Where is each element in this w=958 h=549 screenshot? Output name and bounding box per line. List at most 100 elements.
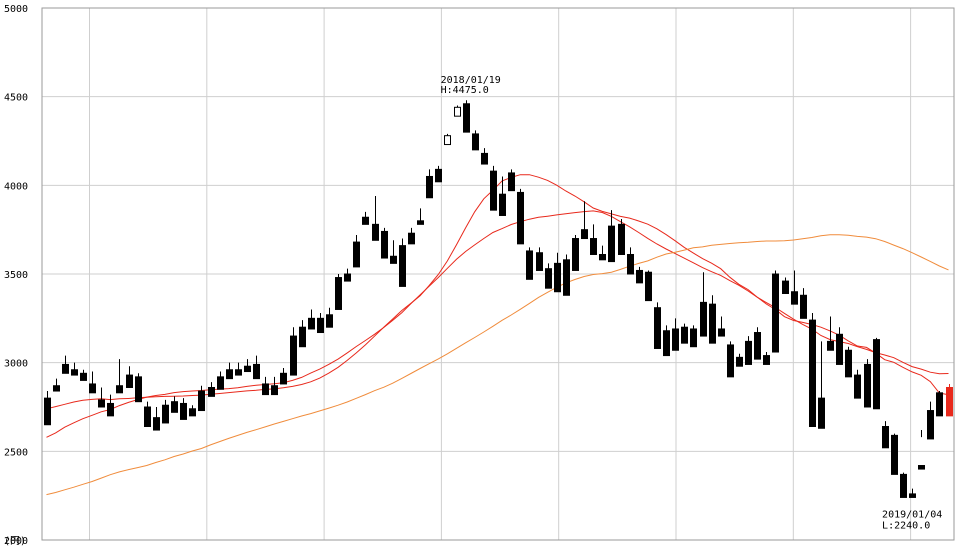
candle-body — [262, 383, 269, 396]
candle — [71, 362, 78, 376]
candle-body — [827, 340, 834, 351]
candle — [481, 148, 488, 165]
low-annotation-label: L:2240.0 — [882, 520, 930, 531]
candle-body — [936, 392, 943, 417]
candle — [563, 254, 570, 296]
candle-body — [681, 326, 688, 344]
candle — [827, 316, 834, 351]
candle — [782, 277, 789, 295]
candle-body — [80, 372, 87, 381]
candle-body — [636, 269, 643, 284]
candle-body — [918, 465, 925, 470]
candle — [918, 430, 925, 470]
candle-body — [426, 175, 433, 199]
candle — [308, 309, 315, 330]
candle — [818, 341, 825, 429]
candle-body — [226, 369, 233, 380]
high-annotation-date: 2018/01/19 — [441, 75, 501, 86]
candle-body — [280, 372, 287, 385]
candle — [490, 165, 497, 211]
candle — [645, 270, 652, 302]
candle — [399, 238, 406, 287]
candle — [426, 169, 433, 199]
candle — [435, 165, 442, 183]
candle-body — [554, 262, 561, 293]
candle-body — [217, 376, 224, 390]
candle-body — [253, 363, 260, 380]
candle — [508, 169, 515, 192]
y-tick-label: 3500 — [4, 270, 28, 281]
candle-body — [107, 402, 114, 417]
candle-body — [481, 152, 488, 165]
candle-body — [654, 307, 661, 349]
candle-body — [62, 363, 69, 374]
candle-body — [299, 326, 306, 348]
candle — [873, 337, 880, 410]
candle-body — [408, 232, 415, 245]
candle — [144, 401, 151, 428]
plot-frame — [41, 7, 955, 541]
candle — [909, 488, 916, 498]
candle-body — [189, 408, 196, 417]
candle — [335, 274, 342, 310]
candle-body — [545, 268, 552, 289]
candle-body — [873, 339, 880, 410]
candle — [472, 130, 479, 151]
candle-body — [909, 493, 916, 498]
candle-body — [809, 319, 816, 428]
candle-body — [836, 333, 843, 365]
candle-body — [89, 383, 96, 394]
candle — [381, 227, 388, 259]
candle-body — [162, 404, 169, 424]
candle — [271, 376, 278, 396]
candle-body — [180, 402, 187, 420]
candle-body — [791, 291, 798, 305]
candle-body — [736, 356, 743, 367]
candle — [754, 327, 761, 360]
candle-body — [782, 280, 789, 295]
candle — [235, 362, 242, 376]
candle — [736, 353, 743, 367]
candle — [162, 399, 169, 424]
candle — [226, 362, 233, 380]
candle — [745, 336, 752, 365]
candle — [408, 227, 415, 245]
candle-body — [718, 328, 725, 337]
candle-body — [800, 294, 807, 319]
candle-body — [508, 172, 515, 192]
y-tick-label: 3000 — [4, 359, 28, 370]
candle-body — [517, 191, 524, 245]
candle — [900, 472, 907, 498]
candle — [700, 272, 707, 337]
candle-body — [946, 386, 953, 417]
candle — [727, 341, 734, 378]
candles — [44, 100, 953, 498]
candle-body — [672, 328, 679, 351]
candle — [463, 100, 470, 133]
candle — [53, 378, 60, 392]
candle — [800, 288, 807, 319]
candle — [89, 371, 96, 394]
candle — [280, 367, 287, 385]
candle — [681, 323, 688, 344]
candle — [946, 383, 953, 417]
y-tick-label: 4500 — [4, 93, 28, 104]
candle — [153, 407, 160, 431]
candle — [362, 211, 369, 225]
candle-body — [700, 301, 707, 337]
y-tick-label: 4000 — [4, 181, 28, 192]
candle-body — [399, 245, 406, 287]
candle-body — [290, 335, 297, 376]
candle — [636, 266, 643, 284]
candle-body — [335, 277, 342, 310]
candle — [663, 325, 670, 357]
candle-body — [417, 220, 424, 225]
candle — [891, 433, 898, 475]
candle-body — [845, 349, 852, 378]
candle — [253, 355, 260, 380]
moving-average-line — [46, 210, 949, 438]
candle-body — [590, 238, 597, 255]
candle-body — [745, 340, 752, 365]
candle — [299, 320, 306, 348]
